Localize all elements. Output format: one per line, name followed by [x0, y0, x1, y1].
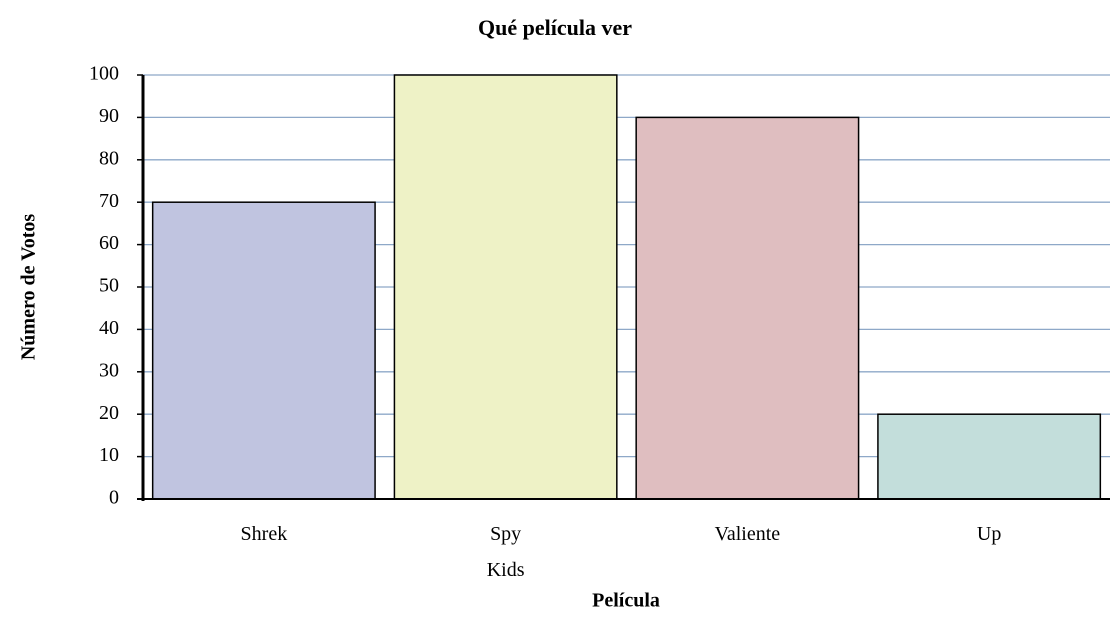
y-tick-label: 90 — [99, 105, 119, 127]
y-axis-title: Número de Votos — [18, 214, 40, 361]
x-tick-label: Up — [976, 523, 1002, 545]
x-tick-label: Valiente — [714, 523, 781, 545]
y-tick-label: 10 — [99, 444, 119, 466]
y-tick-label: 50 — [99, 275, 119, 297]
y-tick-label: 20 — [99, 402, 119, 424]
y-tick-label: 60 — [99, 232, 119, 254]
x-tick-label: Shrek — [240, 523, 288, 545]
bar — [393, 74, 618, 500]
y-tick-label: 70 — [99, 190, 119, 212]
x-tick-label: Spy Kids — [486, 523, 525, 581]
y-tick-label: 80 — [99, 147, 119, 169]
y-tick-label: 40 — [99, 317, 119, 339]
bar — [635, 116, 860, 500]
y-tick-label: 30 — [99, 359, 119, 381]
x-axis-title: Película — [592, 590, 660, 612]
bar — [151, 201, 376, 500]
y-tick-label: 0 — [109, 487, 119, 509]
bar — [877, 413, 1102, 500]
y-tick-label: 100 — [89, 63, 119, 85]
chart-title: Qué película ver — [478, 15, 632, 40]
